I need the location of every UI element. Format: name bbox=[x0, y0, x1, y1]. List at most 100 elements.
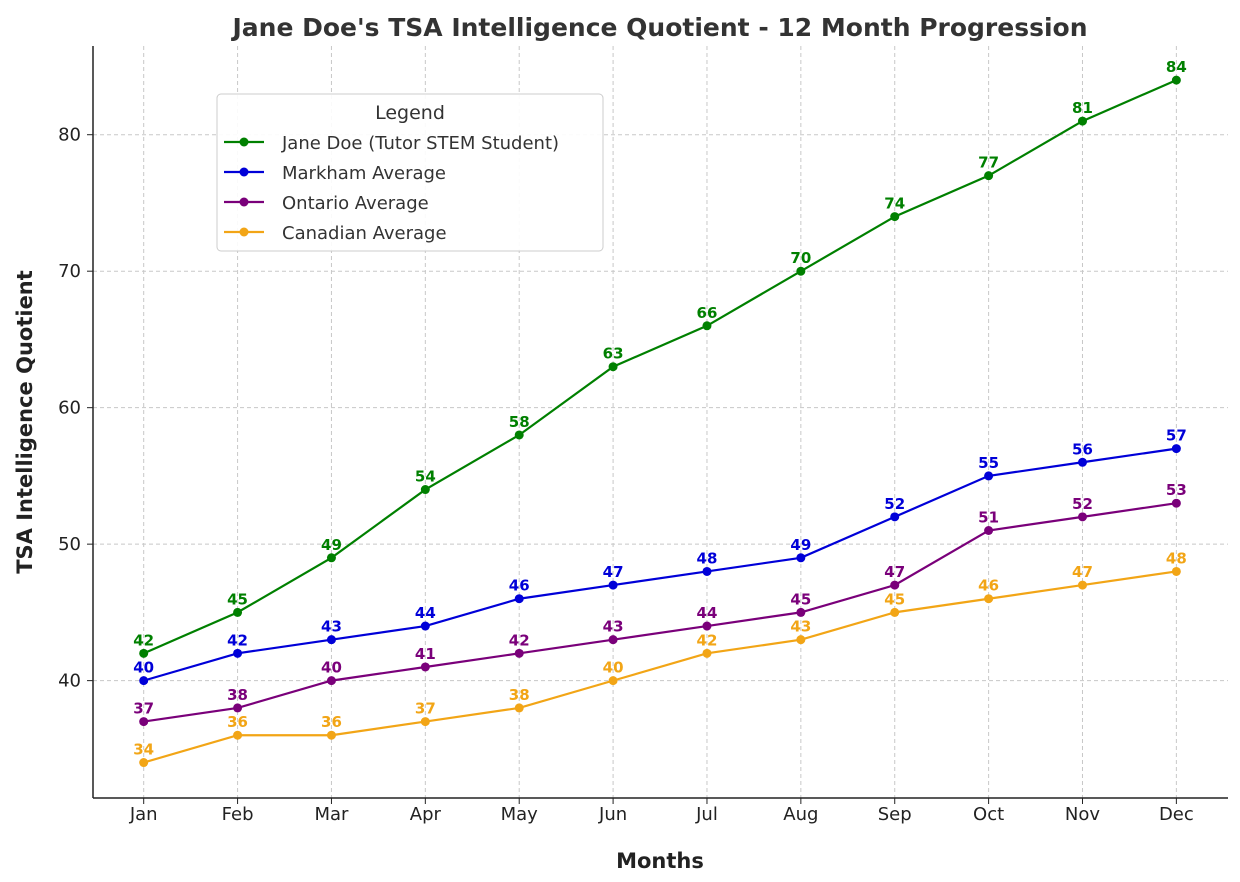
data-point bbox=[139, 717, 149, 727]
data-label: 45 bbox=[790, 590, 811, 608]
data-point bbox=[890, 607, 900, 617]
x-tick-label: Jul bbox=[695, 804, 718, 825]
data-label: 57 bbox=[1166, 427, 1187, 445]
data-point bbox=[984, 471, 994, 481]
data-label: 74 bbox=[884, 195, 905, 213]
data-label: 36 bbox=[227, 713, 248, 731]
data-label: 42 bbox=[227, 631, 248, 649]
data-label: 37 bbox=[415, 700, 436, 718]
data-point bbox=[1077, 457, 1087, 467]
series-group: 42 45 49 54 58 63 66 70 74 77 81 84 40 42 43 44 46 47 48 49… bbox=[133, 58, 1187, 768]
series-1: 40 42 43 44 46 47 48 49 52 55 56 57 bbox=[133, 427, 1187, 686]
axes: Jan Feb Mar Apr May Jun Jul Aug Sep Oct Nov Dec 40 50… bbox=[58, 46, 1228, 825]
x-tick-label: Nov bbox=[1065, 804, 1100, 825]
data-label: 38 bbox=[509, 686, 530, 704]
data-point bbox=[233, 730, 243, 740]
data-point bbox=[608, 635, 618, 645]
data-label: 54 bbox=[415, 468, 436, 486]
data-label: 46 bbox=[509, 577, 530, 595]
data-point bbox=[796, 607, 806, 617]
data-point bbox=[1077, 116, 1087, 126]
series-line bbox=[143, 447, 1177, 682]
data-point bbox=[420, 662, 430, 672]
data-label: 58 bbox=[509, 413, 530, 431]
legend-entry: Ontario Average bbox=[282, 193, 429, 214]
y-tick-label: 80 bbox=[58, 125, 81, 146]
legend-marker bbox=[239, 197, 249, 207]
data-label: 77 bbox=[978, 154, 999, 172]
y-tick-label: 60 bbox=[58, 398, 81, 419]
y-tick-label: 40 bbox=[58, 671, 81, 692]
legend-marker bbox=[239, 167, 249, 177]
data-point bbox=[514, 648, 524, 658]
series-3: 34 36 36 37 38 40 42 43 45 46 47 48 bbox=[133, 549, 1187, 768]
series-line bbox=[143, 79, 1177, 655]
data-label: 70 bbox=[790, 249, 811, 267]
data-label: 51 bbox=[978, 509, 999, 527]
data-label: 49 bbox=[321, 536, 342, 554]
grid bbox=[93, 46, 1228, 798]
data-point bbox=[1171, 498, 1181, 508]
data-label: 55 bbox=[978, 454, 999, 472]
series-0: 42 45 49 54 58 63 66 70 74 77 81 84 bbox=[133, 58, 1187, 658]
data-label: 47 bbox=[603, 563, 624, 581]
data-point bbox=[984, 594, 994, 604]
data-label: 43 bbox=[321, 618, 342, 636]
data-point bbox=[233, 607, 243, 617]
series-line bbox=[143, 570, 1177, 764]
x-axis-label: Months bbox=[616, 849, 704, 873]
data-point bbox=[139, 676, 149, 686]
x-tick-label: Jan bbox=[129, 804, 158, 825]
data-point bbox=[514, 430, 524, 440]
data-point bbox=[796, 635, 806, 645]
legend-marker bbox=[239, 227, 249, 237]
data-label: 44 bbox=[415, 604, 436, 622]
data-label: 40 bbox=[603, 659, 624, 677]
data-point bbox=[1077, 580, 1087, 590]
data-label: 43 bbox=[603, 618, 624, 636]
data-point bbox=[608, 676, 618, 686]
data-label: 42 bbox=[133, 631, 154, 649]
data-point bbox=[326, 553, 336, 563]
data-point bbox=[890, 580, 900, 590]
x-tick-label: Apr bbox=[410, 804, 442, 825]
data-label: 47 bbox=[1072, 563, 1093, 581]
data-label: 81 bbox=[1072, 99, 1093, 117]
y-tick-label: 70 bbox=[58, 261, 81, 282]
data-point bbox=[702, 621, 712, 631]
legend-entry: Markham Average bbox=[282, 163, 446, 184]
x-tick-label: Sep bbox=[878, 804, 912, 825]
data-label: 41 bbox=[415, 645, 436, 663]
data-point bbox=[984, 171, 994, 181]
data-label: 63 bbox=[603, 345, 624, 363]
data-point bbox=[514, 703, 524, 713]
data-point bbox=[139, 648, 149, 658]
x-tick-label: Aug bbox=[783, 804, 818, 825]
data-label: 40 bbox=[133, 659, 154, 677]
data-point bbox=[1077, 512, 1087, 522]
data-label: 48 bbox=[697, 549, 718, 567]
data-label: 37 bbox=[133, 700, 154, 718]
legend-title: Legend bbox=[375, 102, 445, 124]
data-point bbox=[702, 566, 712, 576]
data-point bbox=[420, 485, 430, 495]
data-point bbox=[233, 703, 243, 713]
data-point bbox=[608, 362, 618, 372]
data-label: 42 bbox=[697, 631, 718, 649]
series-2: 37 38 40 41 42 43 44 45 47 51 52 53 bbox=[133, 481, 1187, 727]
data-label: 49 bbox=[790, 536, 811, 554]
y-tick-label: 50 bbox=[58, 534, 81, 555]
data-point bbox=[796, 553, 806, 563]
x-tick-label: Mar bbox=[314, 804, 349, 825]
x-tick-label: Dec bbox=[1159, 804, 1194, 825]
data-point bbox=[702, 321, 712, 331]
data-label: 45 bbox=[884, 590, 905, 608]
data-label: 52 bbox=[1072, 495, 1093, 513]
data-label: 43 bbox=[790, 618, 811, 636]
data-label: 66 bbox=[697, 304, 718, 322]
x-tick-label: Oct bbox=[973, 804, 1004, 825]
y-axis-label: TSA Intelligence Quotient bbox=[13, 270, 37, 574]
data-point bbox=[984, 526, 994, 536]
data-label: 52 bbox=[884, 495, 905, 513]
